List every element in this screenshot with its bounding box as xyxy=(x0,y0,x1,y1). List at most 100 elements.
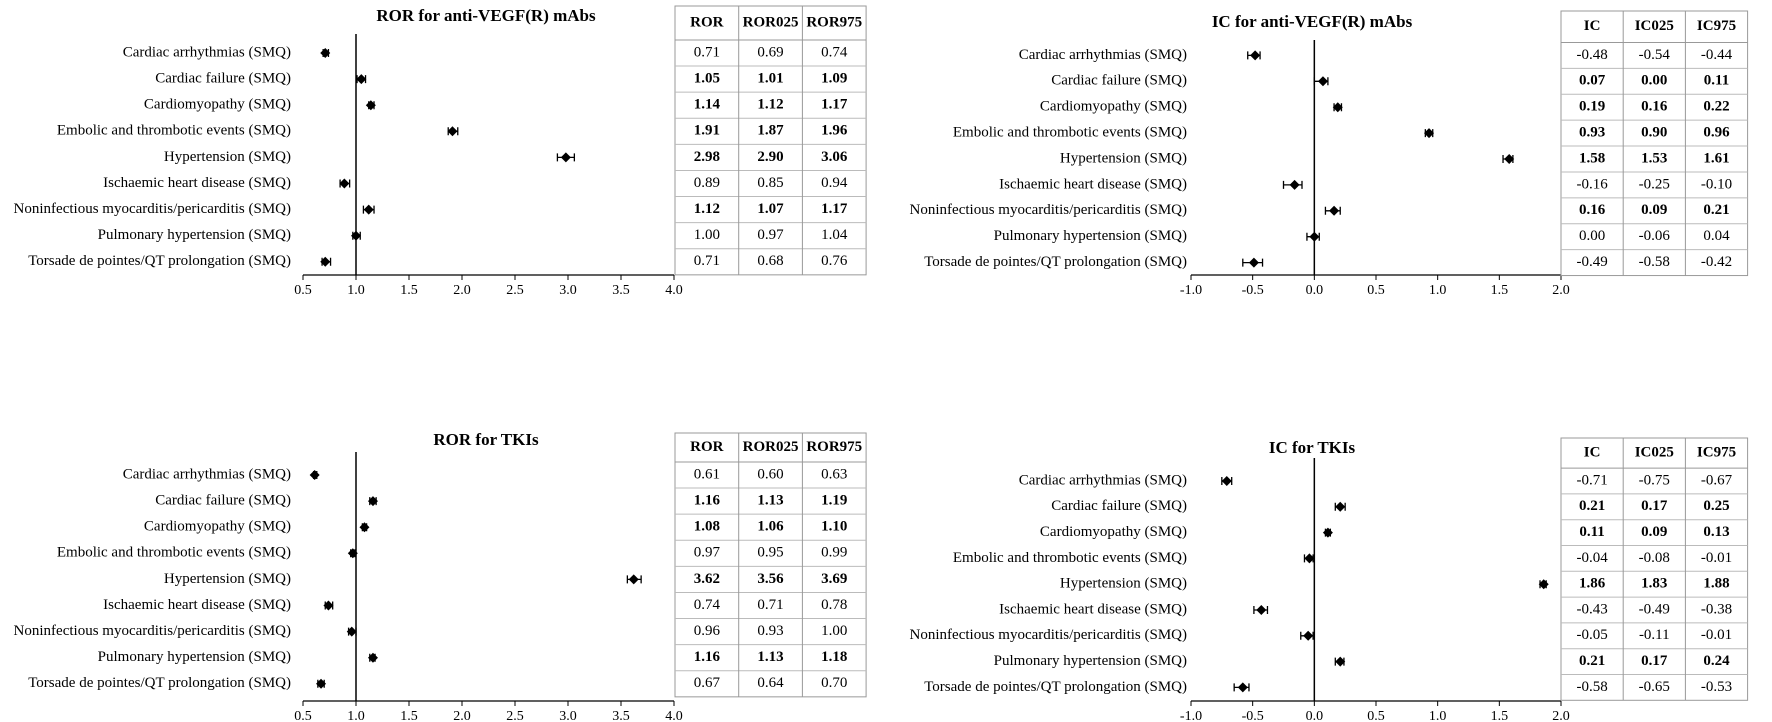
table-cell: 1.96 xyxy=(821,123,848,139)
table-cell: 0.90 xyxy=(1641,125,1667,141)
table-header: ROR975 xyxy=(806,14,862,30)
table-cell: 0.00 xyxy=(1641,73,1667,89)
table-header: ROR025 xyxy=(743,439,799,455)
category-label: Embolic and thrombotic events (SMQ) xyxy=(57,123,291,139)
category-label: Pulmonary hypertension (SMQ) xyxy=(994,228,1187,244)
category-label: Embolic and thrombotic events (SMQ) xyxy=(57,545,291,561)
table-cell: 1.53 xyxy=(1641,150,1667,166)
category-label: Cardiac failure (SMQ) xyxy=(155,493,291,509)
x-tick-label: 2.0 xyxy=(1552,709,1570,722)
category-label: Torsade de pointes/QT prolongation (SMQ) xyxy=(924,254,1187,270)
table-cell: 0.61 xyxy=(694,466,720,482)
table-cell: 0.22 xyxy=(1703,99,1729,115)
point-estimate xyxy=(363,204,374,215)
category-label: Cardiomyopathy (SMQ) xyxy=(1040,524,1187,540)
point-estimate xyxy=(323,600,334,611)
x-tick-label: 0.5 xyxy=(294,283,312,298)
x-tick-label: -1.0 xyxy=(1180,283,1202,298)
category-label: Embolic and thrombotic events (SMQ) xyxy=(953,550,1187,566)
category-label: Hypertension (SMQ) xyxy=(1060,150,1187,166)
table-cell: 1.12 xyxy=(694,201,720,217)
table-cell: -0.38 xyxy=(1701,601,1732,617)
table-cell: -0.01 xyxy=(1701,627,1732,643)
table-cell: 1.18 xyxy=(821,649,847,665)
point-estimate xyxy=(1256,605,1267,615)
table-cell: 0.96 xyxy=(1703,125,1730,141)
point-estimate xyxy=(309,470,320,480)
point-estimate xyxy=(1303,630,1314,641)
table-cell: 1.61 xyxy=(1703,150,1729,166)
table-cell: 1.58 xyxy=(1579,150,1605,166)
table-header: ROR975 xyxy=(806,439,862,455)
x-tick-label: 1.5 xyxy=(400,283,418,298)
table-cell: 0.00 xyxy=(1579,228,1605,244)
category-label: Cardiac arrhythmias (SMQ) xyxy=(1019,47,1187,63)
table-cell: 0.60 xyxy=(757,466,783,482)
table-cell: 0.97 xyxy=(694,545,721,561)
point-estimate xyxy=(1237,682,1248,693)
point-estimate xyxy=(316,678,327,689)
table-header: ROR xyxy=(690,439,724,455)
x-tick-label: 2.5 xyxy=(506,283,524,298)
table-cell: 0.71 xyxy=(757,597,783,613)
table-cell: 3.56 xyxy=(757,571,784,587)
x-tick-label: 1.5 xyxy=(1491,709,1509,722)
category-label: Ischaemic heart disease (SMQ) xyxy=(999,176,1187,192)
table-cell: 1.17 xyxy=(821,201,848,217)
category-label: Cardiac failure (SMQ) xyxy=(1051,498,1187,514)
table-cell: 0.94 xyxy=(821,175,848,191)
x-tick-label: 4.0 xyxy=(665,283,683,298)
table-cell: -0.75 xyxy=(1639,472,1670,488)
table-cell: -0.25 xyxy=(1639,176,1670,192)
category-label: Noninfectious myocarditis/pericarditis (… xyxy=(14,201,291,217)
point-estimate xyxy=(356,74,367,85)
table-border xyxy=(1560,10,1749,277)
table-cell: 1.88 xyxy=(1703,576,1729,592)
table-cell: 0.67 xyxy=(694,675,721,691)
point-estimate xyxy=(367,496,378,507)
category-label: Ischaemic heart disease (SMQ) xyxy=(103,175,291,191)
table-cell: -0.43 xyxy=(1576,601,1607,617)
table-cell: 1.13 xyxy=(757,649,783,665)
table-cell: 0.09 xyxy=(1641,202,1667,218)
table-cell: -0.01 xyxy=(1701,550,1732,566)
category-label: Cardiac arrhythmias (SMQ) xyxy=(123,44,291,60)
table-cell: 0.71 xyxy=(694,253,720,269)
table-cell: 0.16 xyxy=(1579,202,1606,218)
table-cell: 0.71 xyxy=(694,44,720,60)
table-cell: 0.78 xyxy=(821,597,847,613)
table-cell: -0.58 xyxy=(1639,254,1670,270)
table-cell: -0.58 xyxy=(1576,679,1607,695)
table-cell: 0.95 xyxy=(757,545,783,561)
point-estimate xyxy=(1221,476,1232,486)
table-cell: 0.85 xyxy=(757,175,783,191)
table-cell: 0.24 xyxy=(1703,653,1730,669)
table-header: IC025 xyxy=(1635,444,1674,460)
category-label: Cardiac failure (SMQ) xyxy=(155,71,291,87)
table-cell: 0.76 xyxy=(821,253,848,269)
category-label: Noninfectious myocarditis/pericarditis (… xyxy=(910,627,1187,643)
x-tick-label: 0.5 xyxy=(1367,283,1385,298)
x-tick-label: 0.5 xyxy=(294,709,312,722)
point-estimate xyxy=(1329,205,1340,216)
table-border xyxy=(1560,437,1749,701)
x-tick-label: 1.0 xyxy=(1429,283,1447,298)
table-cell: 1.17 xyxy=(821,97,848,113)
table-cell: 0.89 xyxy=(694,175,720,191)
point-estimate xyxy=(1309,231,1320,242)
point-estimate xyxy=(367,652,378,663)
category-label: Noninfectious myocarditis/pericarditis (… xyxy=(910,202,1187,218)
point-estimate xyxy=(320,256,331,267)
table-cell: 0.04 xyxy=(1703,228,1730,244)
table-header: IC xyxy=(1584,18,1601,34)
x-tick-label: 1.5 xyxy=(1491,283,1509,298)
table-cell: 1.91 xyxy=(694,123,720,139)
category-label: Torsade de pointes/QT prolongation (SMQ) xyxy=(924,679,1187,695)
point-estimate xyxy=(365,100,376,111)
table-cell: 0.69 xyxy=(757,44,783,60)
point-estimate xyxy=(346,626,357,637)
table-cell: -0.49 xyxy=(1639,601,1670,617)
table-cell: 1.10 xyxy=(821,519,847,535)
table-cell: 0.17 xyxy=(1641,653,1668,669)
table-cell: 3.06 xyxy=(821,149,848,165)
